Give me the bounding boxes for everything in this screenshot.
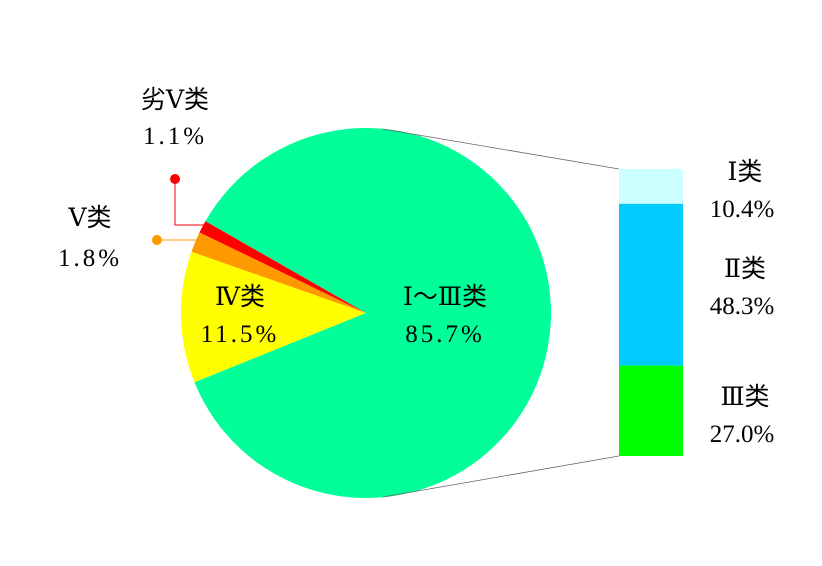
value-v: 1.8% [58,245,122,272]
label-iii: Ⅲ类 [720,383,769,411]
value-i: 10.4% [710,196,775,223]
stacked-bar [619,169,683,456]
value-iv: 11.5% [201,321,280,348]
label-worse-v: 劣Ⅴ类 [141,86,209,114]
connector-line-bottom [382,455,620,498]
label-v: Ⅴ类 [67,204,111,232]
connector-line-top [382,128,620,170]
label-i: Ⅰ类 [728,158,763,186]
pie-slice-2 [191,232,366,313]
bar-segment-0 [619,169,683,204]
leader-line-worse-v [174,179,208,226]
bar-segment-2 [619,365,683,456]
value-ii: 48.3% [710,293,775,320]
pie-slice-0 [194,128,551,499]
value-iii: 27.0% [710,421,775,448]
value-worse-v: 1.1% [143,123,207,150]
leader-dot-worse-v [170,174,180,184]
pie-slice-1 [181,251,366,383]
value-i-iii: 85.7% [405,321,485,348]
label-ii: Ⅱ类 [724,255,766,283]
bar-segment-1 [619,203,683,366]
pie [181,128,551,499]
pie-slice-3 [199,221,366,313]
label-iv: Ⅳ类 [215,283,265,311]
leader-dot-v [152,235,162,245]
label-i-iii: Ⅰ～Ⅲ类 [403,283,487,311]
